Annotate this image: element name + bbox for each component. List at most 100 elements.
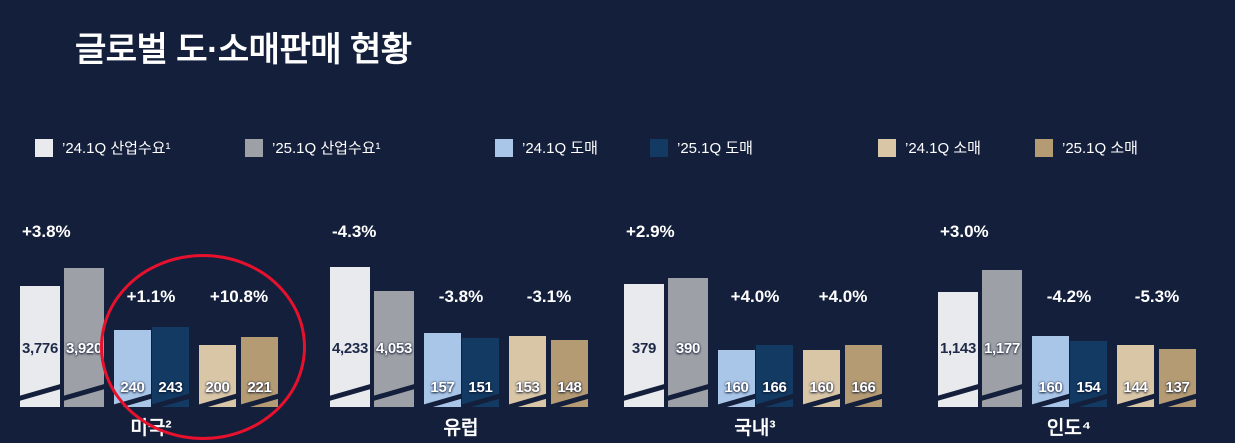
bar-retail_24: 200 [199, 345, 236, 407]
bar-industry_24: 3,776 [20, 286, 60, 407]
bar-retail_25: 166 [845, 345, 882, 407]
wholesale-24-swatch-icon [495, 138, 513, 157]
retail-change-label: -3.1% [526, 287, 572, 306]
bar-wholesale_24: 240 [114, 330, 151, 407]
axis-break-mark [64, 383, 104, 402]
bars-area: 4,233 4,053 157 151 153 148 [330, 247, 592, 407]
legend-item-retail_24: ’24.1Q 소매 [878, 137, 981, 158]
bar-industry_25: 390 [668, 278, 708, 407]
retail-change-label: +4.0% [818, 287, 868, 306]
chart-group-india: +3.0% -4.2% -5.3% 1,143 1,177 160 154 144 137 인도⁴ [938, 205, 1200, 443]
bar-value-label: 3,920 [65, 340, 103, 357]
legend-item-wholesale_24: ’24.1Q 도매 [495, 137, 598, 158]
chart-group-domestic: +2.9% +4.0% +4.0% 379 390 160 166 160 166 국내³ [624, 205, 886, 443]
retail-change-label: +10.8% [209, 287, 269, 306]
retail-24-swatch-icon [878, 138, 896, 157]
industry-change-label: +3.0% [940, 222, 989, 241]
bar-wholesale_25: 151 [462, 338, 499, 407]
bars-area: 3,776 3,920 240 243 200 221 [20, 247, 282, 407]
legend-label: ’25.1Q 산업수요¹ [272, 140, 381, 157]
country-label: 국내³ [734, 418, 776, 439]
bar-value-label: 148 [557, 379, 582, 396]
bar-industry_24: 379 [624, 284, 664, 407]
bar-wholesale_24: 160 [1032, 336, 1069, 407]
bar-value-label: 154 [1076, 379, 1101, 396]
bar-value-label: 144 [1123, 379, 1148, 396]
country-label: 미국² [130, 418, 172, 439]
bar-retail_24: 144 [1117, 345, 1154, 407]
wholesale-change-label: -4.2% [1046, 287, 1092, 306]
bar-retail_25: 221 [241, 337, 278, 407]
bar-value-label: 160 [724, 379, 749, 396]
wholesale-25-swatch-icon [650, 138, 668, 157]
bar-industry_24: 1,143 [938, 292, 978, 407]
bar-value-label: 379 [631, 340, 657, 357]
legend-label: ’25.1Q 소매 [1062, 140, 1138, 157]
bar-wholesale_25: 166 [756, 345, 793, 407]
legend-item-wholesale_25: ’25.1Q 도매 [650, 137, 753, 158]
bar-value-label: 160 [809, 379, 834, 396]
bars-area: 379 390 160 166 160 166 [624, 247, 886, 407]
industry-change-label: +2.9% [626, 222, 675, 241]
industry-25-swatch-icon [245, 138, 263, 157]
chart-group-usa: +3.8% +1.1% +10.8% 3,776 3,920 240 243 200 221 미국… [20, 205, 282, 443]
bar-wholesale_24: 160 [718, 350, 755, 407]
axis-break-mark [20, 383, 60, 402]
bar-wholesale_25: 154 [1070, 341, 1107, 407]
bar-wholesale_24: 157 [424, 333, 461, 407]
bar-retail_24: 153 [509, 336, 546, 407]
bar-value-label: 221 [247, 379, 272, 396]
bar-value-label: 4,233 [331, 340, 369, 357]
bar-value-label: 157 [430, 379, 455, 396]
industry-24-swatch-icon [35, 138, 53, 157]
wholesale-change-label: -3.8% [438, 287, 484, 306]
bar-value-label: 160 [1038, 379, 1063, 396]
page-title: 글로벌 도·소매판매 현황 [75, 31, 412, 69]
bar-value-label: 151 [468, 379, 493, 396]
axis-break-mark [668, 383, 708, 402]
legend-item-industry_24: ’24.1Q 산업수요¹ [35, 137, 171, 158]
bar-value-label: 243 [158, 379, 183, 396]
country-label: 인도⁴ [1046, 418, 1092, 439]
legend-label: ’25.1Q 도매 [677, 140, 753, 157]
bar-value-label: 1,177 [983, 340, 1021, 357]
legend-label: ’24.1Q 산업수요¹ [62, 140, 171, 157]
bar-industry_25: 1,177 [982, 270, 1022, 407]
legend-label: ’24.1Q 소매 [905, 140, 981, 157]
bar-retail_25: 148 [551, 340, 588, 407]
bar-retail_25: 137 [1159, 349, 1196, 407]
axis-break-mark [330, 383, 370, 402]
chart-group-europe: -4.3% -3.8% -3.1% 4,233 4,053 157 151 153 148 유럽 [330, 205, 592, 443]
bar-value-label: 166 [762, 379, 787, 396]
bar-value-label: 3,776 [21, 340, 59, 357]
bar-retail_24: 160 [803, 350, 840, 407]
wholesale-change-label: +4.0% [730, 287, 780, 306]
bars-area: 1,143 1,177 160 154 144 137 [938, 247, 1200, 407]
industry-change-label: +3.8% [22, 222, 71, 241]
axis-break-mark [624, 383, 664, 402]
bar-value-label: 153 [515, 379, 540, 396]
bar-industry_25: 4,053 [374, 291, 414, 407]
legend-item-industry_25: ’25.1Q 산업수요¹ [245, 137, 381, 158]
bar-value-label: 137 [1165, 379, 1190, 396]
legend-label: ’24.1Q 도매 [522, 140, 598, 157]
axis-break-mark [982, 383, 1022, 402]
retail-change-label: -5.3% [1134, 287, 1180, 306]
bar-industry_24: 4,233 [330, 267, 370, 407]
bar-wholesale_25: 243 [152, 327, 189, 407]
axis-break-mark [938, 383, 978, 402]
industry-change-label: -4.3% [332, 222, 377, 241]
country-label: 유럽 [443, 418, 479, 439]
wholesale-change-label: +1.1% [126, 287, 176, 306]
bar-value-label: 240 [120, 379, 145, 396]
retail-25-swatch-icon [1035, 138, 1053, 157]
bar-industry_25: 3,920 [64, 268, 104, 407]
bar-value-label: 1,143 [939, 340, 977, 357]
bar-value-label: 200 [205, 379, 230, 396]
bar-value-label: 4,053 [375, 340, 413, 357]
legend-item-retail_25: ’25.1Q 소매 [1035, 137, 1138, 158]
bar-value-label: 390 [675, 340, 701, 357]
axis-break-mark [374, 383, 414, 402]
bar-value-label: 166 [851, 379, 876, 396]
